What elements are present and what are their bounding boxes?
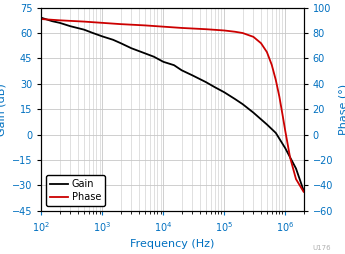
Gain bbox=[251, 111, 255, 114]
Line: Gain: Gain bbox=[41, 18, 304, 190]
Gain bbox=[161, 60, 165, 63]
X-axis label: Frequency (Hz): Frequency (Hz) bbox=[130, 239, 215, 249]
Phase bbox=[280, 113, 285, 116]
Phase bbox=[274, 78, 278, 82]
Phase bbox=[119, 23, 123, 26]
Phase bbox=[265, 51, 269, 54]
Phase bbox=[82, 20, 86, 23]
Gain bbox=[172, 64, 176, 67]
Gain bbox=[129, 47, 134, 50]
Gain bbox=[68, 25, 72, 28]
Phase bbox=[251, 35, 255, 38]
Gain bbox=[274, 131, 278, 134]
Legend: Gain, Phase: Gain, Phase bbox=[46, 175, 105, 206]
Gain bbox=[213, 86, 217, 89]
Gain bbox=[58, 21, 62, 24]
Phase bbox=[283, 129, 287, 132]
Gain bbox=[82, 28, 86, 31]
Gain bbox=[233, 98, 237, 101]
Phase bbox=[302, 190, 306, 193]
Phase bbox=[233, 30, 237, 33]
Gain bbox=[152, 55, 156, 58]
Phase bbox=[58, 19, 62, 22]
Gain bbox=[91, 31, 95, 35]
Gain bbox=[100, 35, 105, 38]
Gain bbox=[294, 167, 298, 170]
Gain bbox=[240, 103, 245, 106]
Y-axis label: Gain (dB): Gain (dB) bbox=[0, 83, 6, 136]
Phase bbox=[288, 156, 292, 159]
Phase bbox=[161, 25, 165, 28]
Gain bbox=[39, 16, 43, 19]
Phase bbox=[180, 26, 184, 29]
Phase bbox=[204, 28, 208, 31]
Gain bbox=[265, 123, 269, 126]
Phase bbox=[270, 63, 274, 66]
Gain bbox=[180, 69, 184, 72]
Line: Phase: Phase bbox=[41, 19, 304, 192]
Gain bbox=[283, 147, 287, 150]
Phase bbox=[143, 24, 147, 27]
Gain bbox=[204, 81, 208, 84]
Gain bbox=[190, 74, 195, 77]
Phase bbox=[277, 95, 282, 98]
Gain bbox=[111, 38, 115, 41]
Gain bbox=[50, 20, 54, 23]
Phase bbox=[259, 42, 263, 45]
Gain bbox=[302, 189, 306, 192]
Gain bbox=[143, 52, 147, 55]
Y-axis label: Phase (°): Phase (°) bbox=[339, 84, 345, 135]
Gain bbox=[222, 91, 226, 94]
Phase bbox=[294, 178, 298, 181]
Phase bbox=[240, 31, 245, 35]
Phase bbox=[222, 29, 226, 32]
Gain bbox=[119, 42, 123, 45]
Phase bbox=[100, 21, 105, 24]
Phase bbox=[39, 18, 43, 21]
Text: U176: U176 bbox=[313, 245, 331, 251]
